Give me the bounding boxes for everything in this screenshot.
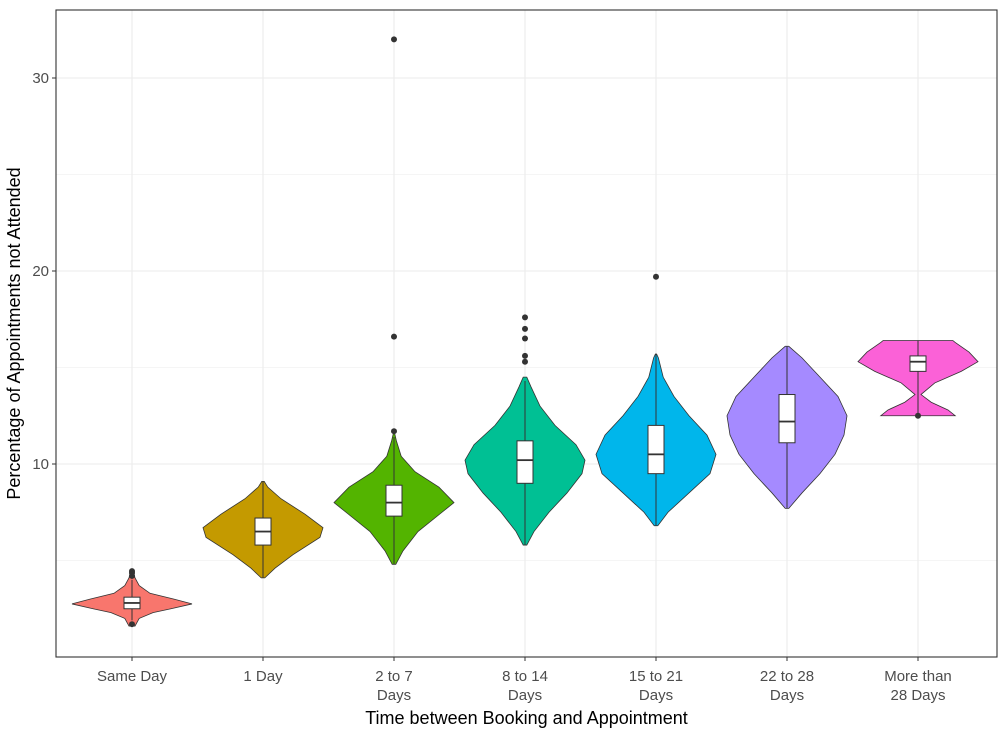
x-tick-label: Days — [377, 687, 411, 704]
x-tick-label: More than — [884, 668, 952, 685]
box — [778, 394, 796, 444]
violin-group — [464, 314, 586, 546]
violin-group — [726, 345, 848, 509]
outlier-point — [522, 325, 528, 332]
violin-group — [595, 273, 717, 527]
outlier-point — [391, 428, 397, 435]
x-tick-label: 22 to 28 — [760, 668, 814, 685]
y-tick-label: 10 — [32, 456, 49, 473]
outlier-point — [653, 273, 659, 280]
outlier-point — [391, 333, 397, 340]
x-tick-label: 28 Days — [890, 687, 945, 704]
violin-group — [857, 340, 979, 419]
outlier-point — [915, 412, 921, 419]
box — [909, 355, 927, 372]
violin-group — [71, 568, 193, 628]
x-axis-title: Time between Booking and Appointment — [365, 708, 688, 728]
x-tick-label: Same Day — [97, 668, 168, 685]
outlier-point — [522, 335, 528, 342]
outlier-point — [129, 568, 135, 575]
y-axis-title: Percentage of Appointments not Attended — [4, 167, 24, 499]
outlier-point — [522, 314, 528, 321]
x-tick-label: 2 to 7 — [375, 668, 413, 685]
violin-group — [333, 36, 455, 565]
panel-border — [55, 9, 998, 658]
y-axis: 10 20 30 — [32, 70, 56, 473]
x-tick-label: 1 Day — [243, 668, 283, 685]
box — [385, 484, 403, 517]
x-tick-label: Days — [639, 687, 673, 704]
outlier-point — [522, 358, 528, 365]
outlier-point — [391, 36, 397, 43]
box — [647, 424, 665, 475]
outlier-point — [129, 621, 135, 628]
x-tick-label: Days — [770, 687, 804, 704]
y-tick-label: 30 — [32, 70, 49, 87]
outlier-point — [522, 352, 528, 359]
violin-group — [202, 480, 324, 579]
x-tick-label: Days — [508, 687, 542, 704]
box — [516, 440, 534, 484]
violins — [71, 36, 979, 628]
grid — [56, 10, 997, 658]
x-tick-label: 8 to 14 — [502, 668, 548, 685]
x-tick-label: 15 to 21 — [629, 668, 683, 685]
x-axis: Same Day 1 Day 2 to 7 Days 8 to 14 Days 15 to … — [97, 657, 952, 704]
y-tick-label: 20 — [32, 263, 49, 280]
